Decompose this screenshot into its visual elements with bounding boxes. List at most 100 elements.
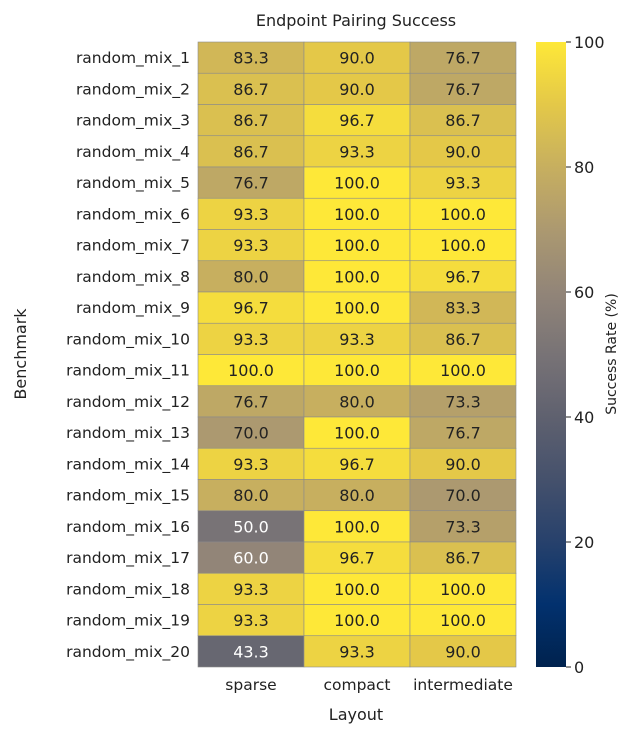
- heatmap-cell: [303, 541, 411, 574]
- row-label: random_mix_19: [66, 612, 190, 631]
- heatmap-cell: [303, 322, 411, 355]
- heatmap-cell: [197, 416, 305, 449]
- heatmap-cell: [197, 166, 305, 199]
- heatmap-cell: [409, 291, 517, 324]
- cell-value-label: 86.7: [233, 111, 269, 130]
- heatmap-cell: [303, 41, 411, 74]
- cell-value-label: 90.0: [339, 80, 375, 99]
- cell-value-label: 76.7: [233, 174, 269, 193]
- heatmap-cell: [197, 72, 305, 105]
- heatmap-cell: [303, 416, 411, 449]
- cell-value-label: 100.0: [334, 236, 380, 255]
- heatmap-cell: [409, 479, 517, 512]
- cell-value-label: 100.0: [334, 299, 380, 318]
- cell-value-label: 96.7: [339, 111, 375, 130]
- cell-value-label: 100.0: [440, 580, 486, 599]
- heatmap-cell: [409, 572, 517, 605]
- cell-value-label: 93.3: [233, 330, 269, 349]
- heatmap-cell: [197, 635, 305, 668]
- cell-value-label: 83.3: [445, 299, 481, 318]
- heatmap-cell: [409, 197, 517, 230]
- cell-value-label: 76.7: [233, 392, 269, 411]
- row-label: random_mix_10: [66, 330, 190, 349]
- row-label: random_mix_15: [66, 487, 190, 506]
- cell-value-label: 100.0: [334, 517, 380, 536]
- heatmap-cell: [409, 416, 517, 449]
- row-label: random_mix_20: [66, 643, 190, 662]
- colorbar-tick-label: 20: [574, 533, 594, 552]
- row-label: random_mix_7: [76, 237, 190, 256]
- x-axis-title: Layout: [329, 705, 383, 724]
- cell-value-label: 100.0: [440, 611, 486, 630]
- cell-value-label: 90.0: [339, 49, 375, 68]
- cell-value-label: 80.0: [339, 486, 375, 505]
- colorbar-tick-label: 80: [574, 158, 594, 177]
- cell-value-label: 70.0: [445, 486, 481, 505]
- row-label: random_mix_17: [66, 549, 190, 568]
- heatmap-cell: [303, 604, 411, 637]
- cell-value-label: 100.0: [334, 267, 380, 286]
- heatmap-cell: [303, 572, 411, 605]
- heatmap-cell: [303, 260, 411, 293]
- heatmap-cell: [197, 135, 305, 168]
- heatmap-cell: [197, 479, 305, 512]
- row-label: random_mix_6: [76, 205, 190, 224]
- cell-value-label: 100.0: [334, 205, 380, 224]
- colorbar-tick-label: 60: [574, 283, 594, 302]
- heatmap-cell: [197, 604, 305, 637]
- row-label: random_mix_11: [66, 362, 190, 381]
- cell-value-label: 93.3: [339, 642, 375, 661]
- cell-value-label: 93.3: [339, 330, 375, 349]
- heatmap-cell: [197, 322, 305, 355]
- column-label: intermediate: [413, 676, 513, 694]
- cell-value-label: 43.3: [233, 642, 269, 661]
- heatmap-cell: [409, 447, 517, 480]
- heatmap-cell: [409, 385, 517, 418]
- cell-value-label: 100.0: [334, 361, 380, 380]
- row-labels: random_mix_1 random_mix_2 random_mix_3rand…: [66, 49, 190, 662]
- heatmap-cell: [409, 72, 517, 105]
- row-label: random_mix_5: [76, 174, 190, 193]
- heatmap-cell: [303, 510, 411, 543]
- cell-value-label: 96.7: [233, 299, 269, 318]
- cell-value-label: 96.7: [339, 455, 375, 474]
- cell-value-label: 70.0: [233, 424, 269, 443]
- column-label: sparse: [225, 676, 276, 694]
- row-label: random_mix_1: [76, 49, 190, 68]
- row-label: random_mix_13: [66, 424, 190, 443]
- cell-value-label: 93.3: [339, 142, 375, 161]
- cell-value-label: 60.0: [233, 549, 269, 568]
- cell-value-label: 76.7: [445, 80, 481, 99]
- cell-value-label: 100.0: [334, 424, 380, 443]
- cell-value-label: 100.0: [440, 205, 486, 224]
- row-label: random_mix_9: [76, 299, 190, 318]
- cell-value-label: 76.7: [445, 49, 481, 68]
- y-axis-title: Benchmark: [11, 308, 30, 400]
- row-label: random_mix_14: [66, 455, 190, 474]
- heatmap-cell: [303, 635, 411, 668]
- cell-value-label: 100.0: [334, 580, 380, 599]
- cell-value-label: 96.7: [445, 267, 481, 286]
- heatmap-cell: [409, 635, 517, 668]
- heatmap-cell: [197, 41, 305, 74]
- cell-value-label: 90.0: [445, 642, 481, 661]
- cell-value-label: 80.0: [233, 486, 269, 505]
- cell-value-label: 73.3: [445, 392, 481, 411]
- cell-value-label: 76.7: [445, 424, 481, 443]
- colorbar-title: Success Rate (%): [604, 293, 620, 415]
- heatmap-cell: [409, 322, 517, 355]
- heatmap-cell: [409, 541, 517, 574]
- heatmap-cell: [197, 291, 305, 324]
- heatmap-cell: [197, 447, 305, 480]
- cell-value-label: 93.3: [445, 174, 481, 193]
- heatmap-cell: [409, 229, 517, 262]
- colorbar-tick-label: 0: [574, 658, 584, 677]
- cell-value-label: 100.0: [440, 236, 486, 255]
- heatmap-cell: [409, 166, 517, 199]
- cell-value-label: 100.0: [334, 174, 380, 193]
- cell-value-label: 90.0: [445, 142, 481, 161]
- cell-value-label: 93.3: [233, 455, 269, 474]
- cell-value-label: 80.0: [233, 267, 269, 286]
- heatmap-cell: [409, 41, 517, 74]
